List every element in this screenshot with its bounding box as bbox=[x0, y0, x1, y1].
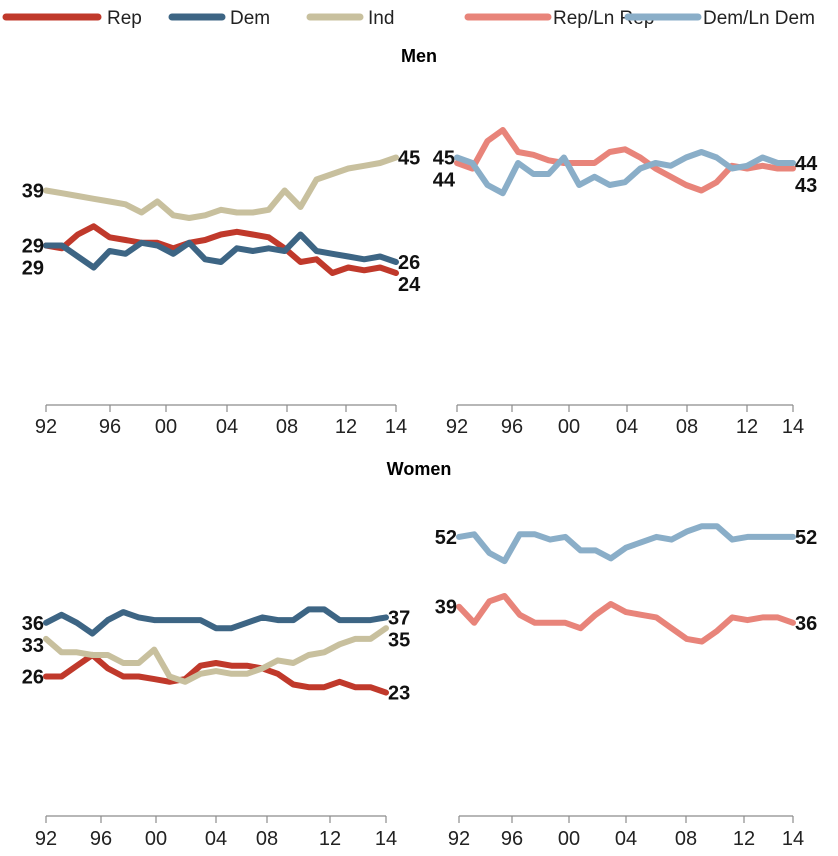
x-tick-label: 14 bbox=[782, 828, 804, 850]
x-tick-label: 04 bbox=[615, 828, 637, 850]
x-tick-label: 92 bbox=[35, 416, 57, 438]
series-line-ind bbox=[43, 154, 399, 221]
start-label-dem-ln-dem: 52 bbox=[435, 527, 457, 549]
x-tick-label: 00 bbox=[155, 416, 177, 438]
x-tick-label: 08 bbox=[676, 416, 698, 438]
x-tick-label: 12 bbox=[733, 828, 755, 850]
end-label-dem: 26 bbox=[398, 252, 420, 274]
series-line-rep bbox=[43, 652, 389, 696]
series-line-dem bbox=[43, 606, 389, 637]
end-label-rep: 23 bbox=[388, 683, 410, 705]
x-tick-label: 08 bbox=[256, 828, 278, 850]
section-title-women: Women bbox=[387, 459, 452, 479]
legend-label-rep-ln-rep: Rep/Ln Rep bbox=[553, 8, 654, 29]
x-tick-label: 08 bbox=[675, 828, 697, 850]
panel-women-right: 92 96 00 04 08 12 14 52 39 52 36 bbox=[435, 523, 817, 850]
end-label-rep-ln-rep: 36 bbox=[795, 613, 817, 635]
series-line-dem bbox=[43, 231, 399, 271]
series-line-dem-ln-dem bbox=[456, 523, 796, 565]
end-label-rep-ln-rep: 43 bbox=[795, 175, 817, 197]
end-label-ind: 35 bbox=[388, 629, 410, 651]
x-tick-label: 92 bbox=[448, 828, 470, 850]
x-tick-label: 08 bbox=[276, 416, 298, 438]
end-label-dem-ln-dem: 44 bbox=[795, 153, 818, 175]
start-label-dem-ln-dem: 45 bbox=[433, 148, 455, 170]
legend: Rep Dem Ind Rep/Ln Rep Dem/Ln Dem bbox=[2, 8, 815, 29]
start-label-rep: 26 bbox=[22, 667, 44, 689]
start-label-ind: 33 bbox=[22, 635, 44, 657]
x-tick-label: 14 bbox=[375, 828, 397, 850]
start-label-ind: 39 bbox=[22, 181, 44, 203]
start-label-rep-ln-rep: 39 bbox=[435, 597, 457, 619]
end-label-dem-ln-dem: 52 bbox=[795, 527, 817, 549]
x-tick-label: 12 bbox=[335, 416, 357, 438]
x-tick-label: 92 bbox=[446, 416, 468, 438]
x-tick-label: 04 bbox=[205, 828, 227, 850]
x-tick-label: 12 bbox=[736, 416, 758, 438]
x-tick-label: 96 bbox=[501, 828, 523, 850]
x-tick-label: 14 bbox=[782, 416, 804, 438]
end-label-rep: 24 bbox=[398, 274, 421, 296]
x-tick-label: 12 bbox=[319, 828, 341, 850]
x-tick-label: 14 bbox=[385, 416, 407, 438]
x-tick-label: 04 bbox=[616, 416, 638, 438]
legend-label-dem: Dem bbox=[230, 8, 270, 29]
start-label-dem: 29 bbox=[22, 258, 44, 280]
x-tick-label: 96 bbox=[501, 416, 523, 438]
series-line-rep bbox=[43, 223, 399, 276]
x-tick-label: 96 bbox=[99, 416, 121, 438]
series-line-dem-ln-dem bbox=[454, 149, 796, 197]
start-label-rep-ln-rep: 44 bbox=[433, 170, 456, 192]
end-label-dem: 37 bbox=[388, 607, 410, 629]
start-label-dem: 36 bbox=[22, 613, 44, 635]
end-label-ind: 45 bbox=[398, 148, 420, 170]
x-tick-label: 00 bbox=[558, 828, 580, 850]
legend-label-rep: Rep bbox=[107, 8, 142, 29]
x-tick-label: 04 bbox=[216, 416, 238, 438]
series-line-ind bbox=[43, 625, 389, 685]
start-label-rep: 29 bbox=[22, 236, 44, 258]
x-tick-label: 00 bbox=[145, 828, 167, 850]
x-tick-label: 96 bbox=[90, 828, 112, 850]
x-tick-label: 92 bbox=[35, 828, 57, 850]
x-tick-label: 00 bbox=[558, 416, 580, 438]
series-line-rep-ln-rep bbox=[456, 593, 796, 645]
legend-label-dem-ln-dem: Dem/Ln Dem bbox=[703, 8, 815, 29]
legend-label-ind: Ind bbox=[368, 8, 394, 29]
section-title-men: Men bbox=[401, 46, 437, 66]
